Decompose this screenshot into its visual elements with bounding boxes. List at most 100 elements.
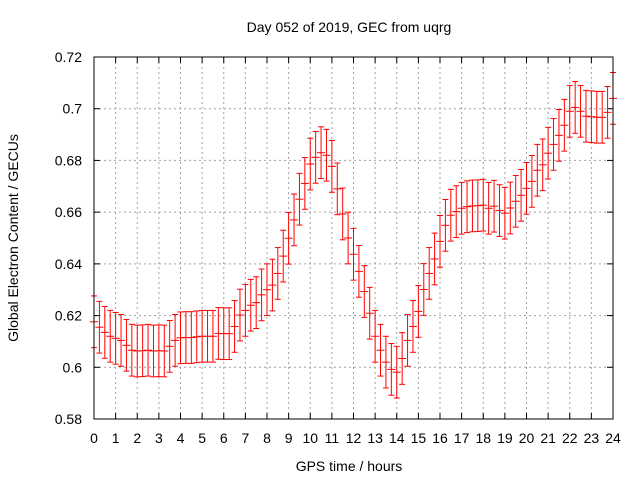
x-tick-label: 3: [155, 430, 163, 446]
error-bar-point: [414, 285, 423, 338]
error-bar-point: [295, 172, 304, 226]
x-tick-label: 12: [346, 430, 362, 446]
error-bar-point: [322, 128, 331, 182]
error-bar-point: [425, 247, 434, 300]
error-bar-point: [300, 157, 309, 210]
error-bar-point: [176, 311, 185, 365]
x-tick-label: 18: [475, 430, 491, 446]
error-bar-point: [100, 306, 109, 359]
x-tick-label: 11: [325, 430, 340, 446]
error-bar-point: [246, 278, 255, 332]
error-bar-point: [381, 335, 390, 389]
error-bar-point: [527, 155, 536, 208]
error-bar-point: [127, 323, 136, 377]
error-bar-point: [398, 332, 407, 385]
error-bar-point: [576, 84, 585, 138]
x-tick-label: 2: [133, 430, 141, 446]
error-bar-point: [463, 180, 472, 234]
error-bar-point: [171, 314, 180, 367]
error-bar-point: [241, 284, 250, 337]
error-bar-point: [376, 323, 385, 377]
error-bar-point: [333, 162, 342, 216]
x-tick-label: 13: [367, 430, 383, 446]
data-points: [90, 72, 617, 399]
x-tick-label: 8: [263, 430, 271, 446]
error-bar-point: [371, 309, 380, 363]
y-tick-label: 0.62: [55, 308, 82, 324]
error-bar-point: [473, 179, 482, 233]
error-bar-point: [279, 229, 288, 283]
y-tick-label: 0.58: [55, 411, 82, 427]
x-tick-label: 22: [562, 430, 578, 446]
error-bar-point: [538, 138, 547, 192]
x-tick-label: 6: [220, 430, 228, 446]
error-bar-point: [479, 178, 488, 232]
x-tick-label: 9: [285, 430, 293, 446]
plot-frame: [93, 56, 614, 420]
chart-title: Day 052 of 2019, GEC from uqrg: [247, 19, 452, 35]
error-bar-point: [500, 186, 509, 240]
y-axis-label: Global Electron Content / GECUs: [5, 134, 21, 342]
axis-ticks: 0 1 2 3 4 5 6 7 8 9 10 11 12 13 14 15 16 17 18 19 20 21 22 23 24…: [55, 49, 621, 446]
x-tick-label: 17: [454, 430, 470, 446]
error-bar-point: [587, 90, 596, 144]
error-bar-point: [122, 318, 131, 372]
error-bar-point: [360, 265, 369, 318]
error-bar-point: [430, 232, 439, 286]
error-bar-point: [598, 90, 607, 144]
error-bar-point: [106, 309, 115, 363]
x-tick-label: 21: [540, 430, 556, 446]
error-bar-point: [306, 137, 315, 191]
error-bar-point: [117, 314, 126, 367]
error-bar-point: [192, 310, 201, 364]
x-tick-label: 16: [432, 430, 448, 446]
y-tick-label: 0.66: [55, 204, 82, 220]
x-tick-label: 14: [389, 430, 405, 446]
error-bar-point: [257, 268, 266, 322]
x-tick-label: 20: [519, 430, 535, 446]
x-tick-label: 7: [241, 430, 249, 446]
error-bar-point: [457, 181, 466, 235]
x-tick-label: 23: [584, 430, 600, 446]
error-bar-point: [419, 263, 428, 316]
y-tick-label: 0.68: [55, 152, 82, 168]
error-bar-point: [403, 314, 412, 367]
error-bar-point: [263, 263, 271, 317]
error-bar-point: [187, 311, 196, 364]
error-bar-point: [208, 309, 217, 363]
error-bar-point: [235, 288, 244, 342]
error-bar-point: [111, 311, 120, 365]
error-bar-point: [436, 215, 444, 268]
error-bar-point: [549, 118, 558, 171]
x-tick-label: 19: [497, 430, 513, 446]
x-tick-label: 24: [605, 430, 621, 446]
y-tick-label: 0.64: [55, 256, 82, 272]
error-bar-point: [165, 319, 174, 373]
error-bar-point: [327, 140, 336, 193]
error-bar-point: [533, 143, 542, 197]
x-tick-label: 4: [177, 430, 185, 446]
error-bar-point: [495, 184, 504, 237]
error-bar-point: [198, 309, 207, 363]
error-bar-point: [138, 324, 147, 378]
x-tick-label: 0: [90, 430, 98, 446]
error-bar-point: [565, 84, 574, 138]
error-bar-point: [387, 342, 396, 396]
error-bar-point: [338, 187, 347, 241]
error-bar-point: [603, 85, 612, 139]
error-bar-point: [95, 300, 104, 354]
error-bar-point: [225, 307, 234, 361]
error-bar-point: [511, 174, 520, 228]
error-bar-point: [365, 286, 374, 340]
error-bar-point: [392, 345, 401, 399]
y-tick-label: 0.72: [55, 49, 82, 65]
error-bar-point: [317, 126, 326, 180]
error-bar-point: [554, 108, 563, 162]
error-bar-point: [571, 81, 580, 134]
error-bar-point: [506, 181, 515, 235]
error-bar-point: [354, 244, 363, 298]
error-bar-point: [484, 181, 493, 235]
x-tick-label: 15: [411, 430, 427, 446]
error-bar-point: [560, 98, 569, 152]
